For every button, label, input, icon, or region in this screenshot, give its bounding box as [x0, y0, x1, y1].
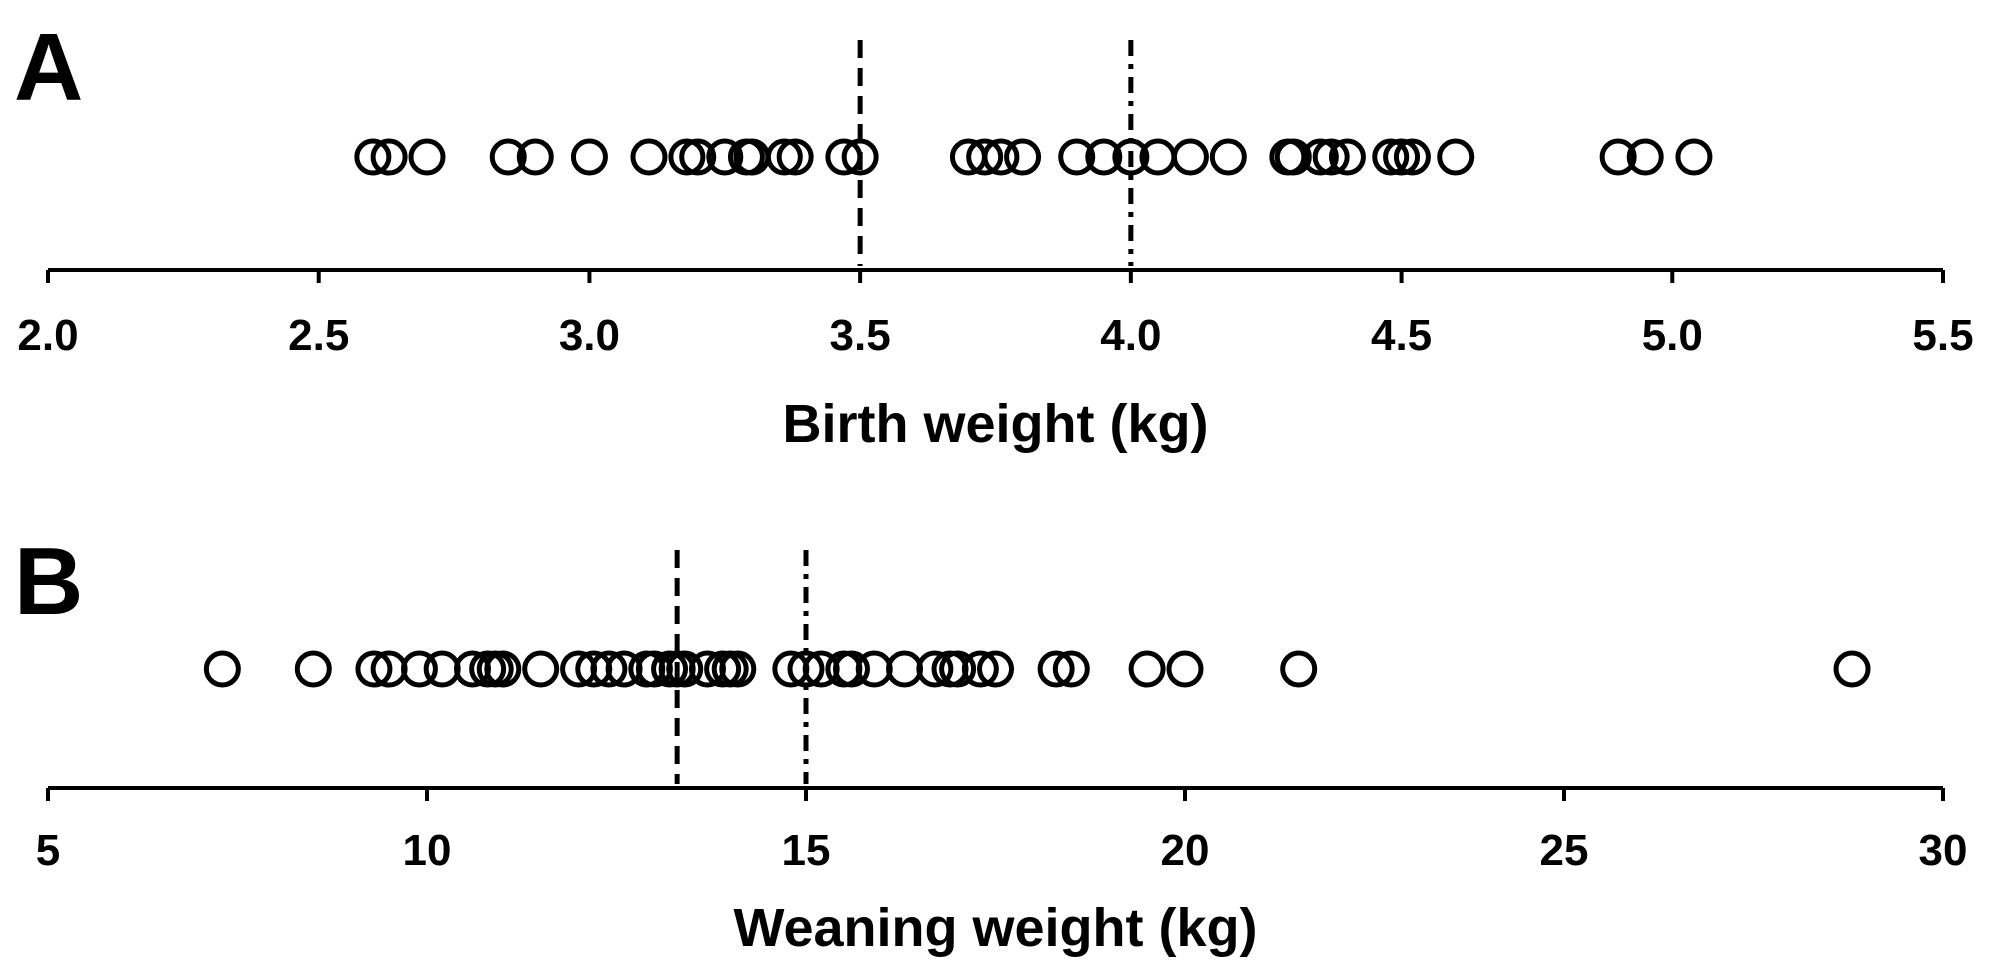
- panel-b-data-point: [484, 650, 522, 688]
- panel-a-data-point: [630, 138, 668, 176]
- panel-a-x-tick-label: 2.0: [17, 311, 78, 360]
- panel-a: A 2.0 2.5 3.0 3.5 4.0 4.5 5.0 5.5 Birth weight (k…: [14, 14, 1974, 454]
- panel-a-data-point: [668, 138, 706, 176]
- panel-a-x-axis-title: Birth weight (kg): [783, 394, 1209, 454]
- panel-b-data-point: [423, 650, 461, 688]
- panel-a-x-tick-label: 4.0: [1100, 311, 1161, 360]
- panel-a-data-point: [765, 138, 803, 176]
- panel-b-data-point: [522, 650, 560, 688]
- panel-a-data-point: [841, 138, 879, 176]
- panel-b-data-point: [1128, 650, 1166, 688]
- panel-b-data-point: [787, 650, 825, 688]
- panel-a-data-point: [982, 138, 1020, 176]
- panel-a-data-point: [1058, 138, 1096, 176]
- panel-a-x-tick-label: 2.5: [288, 311, 349, 360]
- panel-a-data-point: [966, 138, 1004, 176]
- panel-a-data-point: [408, 138, 446, 176]
- panel-a-data-point: [489, 138, 527, 176]
- panel-a-letter: A: [14, 14, 83, 121]
- panel-a-x-tick-label: 3.5: [830, 311, 891, 360]
- panel-b-data-point: [203, 650, 241, 688]
- panel-b-data-point: [355, 650, 393, 688]
- panel-b-letter: B: [14, 528, 83, 635]
- panel-b-data-point: [1833, 650, 1871, 688]
- panel-a-data-point: [1112, 138, 1150, 176]
- panel-b-data-point: [1037, 650, 1075, 688]
- panel-b-data-point: [939, 650, 977, 688]
- panel-a-data-point: [1274, 138, 1312, 176]
- panel-a-data-point: [1675, 138, 1713, 176]
- panel-b-x-tick-label: 10: [403, 826, 452, 875]
- panel-a-x-tick-label: 3.0: [559, 311, 620, 360]
- panel-a-data-point: [1312, 138, 1350, 176]
- panel-b-data-point: [590, 650, 628, 688]
- panel-a-x-tick-label: 5.5: [1912, 311, 1973, 360]
- panel-a-data-point: [706, 138, 744, 176]
- panel-a-data-point: [1626, 138, 1664, 176]
- panel-b-data-point: [916, 650, 954, 688]
- panel-a-data-point: [1437, 138, 1475, 176]
- panel-b-data-point: [961, 650, 999, 688]
- panel-b-data-point: [1166, 650, 1204, 688]
- panel-a-data-point: [1209, 138, 1247, 176]
- panel-b-data-point: [1280, 650, 1318, 688]
- panel-b-data-point: [977, 650, 1014, 688]
- panel-a-data-point: [679, 138, 717, 176]
- panel-b-x-tick-label: 15: [782, 826, 831, 875]
- panel-a-data-point: [570, 138, 608, 176]
- panel-a-data-point: [825, 138, 863, 176]
- panel-a-data-point: [1383, 138, 1421, 176]
- panel-a-data-point: [776, 138, 814, 176]
- panel-b-x-tick-label: 30: [1919, 826, 1968, 875]
- panel-a-data-point: [1393, 138, 1431, 176]
- panel-b-data-point: [855, 650, 893, 688]
- panel-a-data-point: [1328, 138, 1366, 176]
- panel-a-data-point: [1085, 138, 1123, 176]
- panel-b-x-tick-label: 5: [36, 826, 60, 875]
- panel-b-data-point: [400, 650, 438, 688]
- panel-a-x-tick-label: 4.5: [1371, 311, 1432, 360]
- panel-a-data-point: [1004, 138, 1042, 176]
- panel-b-x-tick-label: 20: [1161, 826, 1210, 875]
- panel-b-data-point: [886, 650, 924, 688]
- panel-a-x-tick-label: 5.0: [1642, 311, 1703, 360]
- panel-b-data-point: [666, 650, 704, 688]
- panel-b-x-tick-label: 25: [1540, 826, 1589, 875]
- panel-b: B 5 10 15 20 25 30 Weaning weight (kg): [14, 528, 1967, 958]
- panel-b-data-point: [719, 650, 757, 688]
- panel-a-data-point: [1301, 138, 1339, 176]
- panel-a-data-point: [1599, 138, 1637, 176]
- panel-b-data-point: [832, 650, 870, 688]
- panel-a-data-point: [370, 138, 408, 176]
- panel-b-data-point: [294, 650, 332, 688]
- panel-a-data-point: [1372, 138, 1410, 176]
- panel-a-data-point: [354, 138, 392, 176]
- panel-b-x-axis-title: Weaning weight (kg): [734, 898, 1258, 958]
- panel-a-data-point: [1171, 138, 1209, 176]
- panel-b-data-point: [1052, 650, 1090, 688]
- panel-a-data-point: [516, 138, 554, 176]
